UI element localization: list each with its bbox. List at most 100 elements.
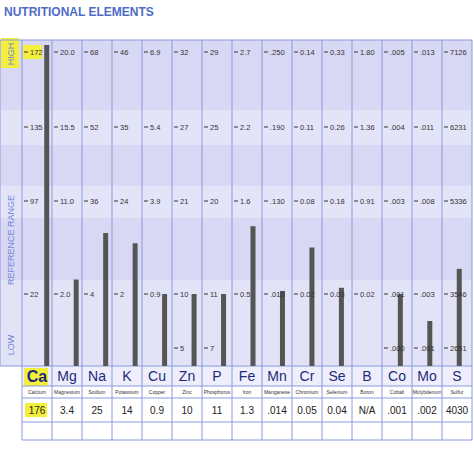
- svg-text:0.04: 0.04: [327, 405, 347, 416]
- svg-text:.004: .004: [390, 123, 405, 132]
- svg-text:6.9: 6.9: [150, 48, 160, 57]
- svg-text:2651: 2651: [450, 344, 467, 353]
- svg-text:.002: .002: [417, 405, 437, 416]
- svg-text:20.0: 20.0: [60, 48, 75, 57]
- svg-text:Manganese: Manganese: [264, 389, 290, 395]
- svg-text:68: 68: [90, 48, 98, 57]
- svg-text:Co: Co: [388, 368, 406, 384]
- svg-text:0.08: 0.08: [300, 197, 315, 206]
- svg-text:K: K: [122, 368, 132, 384]
- svg-text:4030: 4030: [446, 405, 469, 416]
- svg-text:.003: .003: [390, 197, 405, 206]
- svg-text:Sodium: Sodium: [89, 389, 106, 395]
- svg-text:29: 29: [210, 48, 218, 57]
- svg-text:.014: .014: [267, 405, 287, 416]
- svg-text:Se: Se: [328, 368, 345, 384]
- svg-text:Zinc: Zinc: [182, 389, 192, 395]
- svg-text:2.2: 2.2: [240, 123, 250, 132]
- svg-text:.250: .250: [270, 48, 285, 57]
- svg-text:0.11: 0.11: [300, 123, 314, 132]
- svg-text:10: 10: [181, 405, 193, 416]
- svg-text:S: S: [452, 368, 461, 384]
- svg-text:4: 4: [90, 290, 94, 299]
- svg-text:0.02: 0.02: [360, 290, 375, 299]
- svg-text:35: 35: [120, 123, 128, 132]
- svg-text:Zn: Zn: [179, 368, 195, 384]
- svg-text:3.9: 3.9: [150, 197, 160, 206]
- svg-text:Calcium: Calcium: [28, 389, 46, 395]
- svg-text:0.9: 0.9: [150, 405, 164, 416]
- svg-text:27: 27: [180, 123, 188, 132]
- svg-text:.010: .010: [270, 290, 285, 299]
- svg-text:Copper: Copper: [149, 389, 166, 395]
- svg-text:Mn: Mn: [267, 368, 286, 384]
- svg-text:Ca: Ca: [27, 368, 48, 385]
- svg-text:N/A: N/A: [359, 405, 376, 416]
- svg-text:Iron: Iron: [243, 389, 252, 395]
- svg-text:3546: 3546: [450, 290, 467, 299]
- svg-text:Boron: Boron: [360, 389, 374, 395]
- svg-text:46: 46: [120, 48, 128, 57]
- svg-text:0.26: 0.26: [330, 123, 345, 132]
- svg-text:135: 135: [30, 123, 43, 132]
- svg-text:.001: .001: [387, 405, 407, 416]
- svg-text:Na: Na: [88, 368, 106, 384]
- svg-text:1.36: 1.36: [360, 123, 375, 132]
- svg-text:20: 20: [210, 197, 218, 206]
- svg-text:7: 7: [210, 344, 214, 353]
- svg-text:.190: .190: [270, 123, 285, 132]
- svg-text:0.05: 0.05: [297, 405, 317, 416]
- svg-text:7126: 7126: [450, 48, 467, 57]
- svg-text:.011: .011: [420, 123, 434, 132]
- svg-text:.003: .003: [420, 290, 435, 299]
- svg-text:Cu: Cu: [148, 368, 166, 384]
- svg-text:5: 5: [180, 344, 184, 353]
- svg-text:Sulfur: Sulfur: [450, 389, 463, 395]
- svg-text:24: 24: [120, 197, 128, 206]
- svg-text:0.03: 0.03: [330, 290, 345, 299]
- svg-text:176: 176: [29, 405, 46, 416]
- svg-text:Cr: Cr: [300, 368, 315, 384]
- svg-text:P: P: [212, 368, 221, 384]
- svg-text:15.5: 15.5: [60, 123, 75, 132]
- svg-text:10: 10: [180, 290, 188, 299]
- svg-text:0.14: 0.14: [300, 48, 315, 57]
- svg-text:2.7: 2.7: [240, 48, 250, 57]
- svg-text:0.02: 0.02: [300, 290, 315, 299]
- svg-text:Potassium: Potassium: [115, 389, 138, 395]
- svg-text:Selenium: Selenium: [327, 389, 348, 395]
- svg-text:0.18: 0.18: [330, 197, 345, 206]
- svg-text:.000: .000: [390, 344, 405, 353]
- svg-text:2.0: 2.0: [60, 290, 70, 299]
- svg-text:11.0: 11.0: [60, 197, 74, 206]
- svg-text:Mg: Mg: [57, 368, 76, 384]
- svg-text:REFERENCE RANGE: REFERENCE RANGE: [6, 195, 16, 285]
- svg-text:0.9: 0.9: [150, 290, 160, 299]
- svg-text:5.4: 5.4: [150, 123, 160, 132]
- svg-text:Fe: Fe: [239, 368, 256, 384]
- svg-text:0.33: 0.33: [330, 48, 345, 57]
- svg-text:1.6: 1.6: [240, 197, 250, 206]
- svg-text:11: 11: [212, 405, 223, 416]
- svg-text:25: 25: [91, 405, 103, 416]
- svg-text:.008: .008: [420, 197, 435, 206]
- svg-text:36: 36: [90, 197, 98, 206]
- svg-text:Phosphorus: Phosphorus: [204, 389, 231, 395]
- svg-text:.001: .001: [420, 344, 435, 353]
- svg-text:.005: .005: [390, 48, 405, 57]
- svg-text:14: 14: [121, 405, 133, 416]
- svg-text:LOW: LOW: [6, 334, 16, 355]
- svg-text:NUTRITIONAL ELEMENTS: NUTRITIONAL ELEMENTS: [4, 5, 154, 19]
- svg-text:.013: .013: [420, 48, 435, 57]
- svg-text:0.5: 0.5: [240, 290, 250, 299]
- svg-text:.001: .001: [390, 290, 405, 299]
- svg-text:52: 52: [90, 123, 98, 132]
- svg-text:2: 2: [120, 290, 124, 299]
- svg-text:Chromium: Chromium: [295, 389, 318, 395]
- svg-text:6231: 6231: [450, 123, 467, 132]
- svg-text:Magnesium: Magnesium: [54, 389, 80, 395]
- svg-text:22: 22: [30, 290, 38, 299]
- svg-text:HIGH: HIGH: [6, 43, 16, 66]
- svg-text:1.80: 1.80: [360, 48, 375, 57]
- svg-text:0.91: 0.91: [360, 197, 375, 206]
